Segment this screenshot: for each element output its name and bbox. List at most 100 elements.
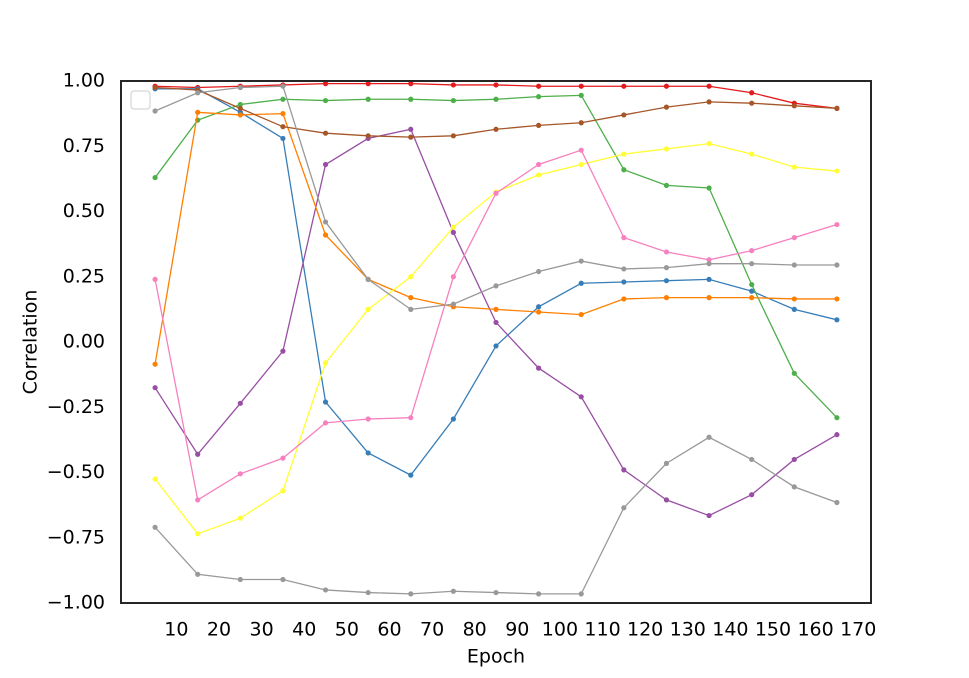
- y-tick-label: −0.25: [47, 396, 105, 418]
- point: [834, 221, 840, 228]
- x-tick-label: 50: [335, 619, 359, 641]
- x-tick-label: 10: [164, 619, 188, 641]
- point: [365, 589, 371, 596]
- point: [621, 279, 627, 285]
- point: [578, 120, 584, 126]
- point: [621, 266, 627, 272]
- point: [322, 232, 329, 238]
- point: [365, 96, 371, 102]
- y-tick-label: −0.75: [47, 526, 105, 548]
- point: [237, 101, 243, 108]
- point: [450, 224, 456, 230]
- point: [408, 96, 414, 102]
- point: [791, 262, 797, 268]
- point: [663, 249, 670, 255]
- y-axis-label: Correlation: [20, 290, 42, 395]
- point: [493, 589, 499, 596]
- point: [450, 229, 456, 235]
- series-line: [154, 142, 837, 535]
- point: [834, 105, 840, 112]
- point: [408, 591, 414, 597]
- x-tick-label: 110: [584, 619, 620, 641]
- point: [536, 172, 542, 178]
- point: [322, 420, 329, 426]
- point: [578, 83, 584, 89]
- point: [621, 296, 627, 302]
- point: [322, 399, 329, 405]
- point: [195, 90, 201, 96]
- point: [152, 84, 158, 91]
- x-tick-label: 140: [712, 619, 748, 641]
- point: [152, 361, 158, 367]
- point: [450, 301, 456, 307]
- point: [280, 348, 286, 354]
- series-line: [154, 149, 838, 501]
- y-tick-label: 0.50: [63, 200, 105, 222]
- point: [621, 467, 627, 473]
- point: [663, 265, 670, 271]
- legend: [130, 90, 151, 110]
- point: [237, 84, 243, 91]
- y-tick-label: −1.00: [47, 592, 105, 614]
- point: [834, 296, 840, 302]
- series-line: [154, 85, 837, 311]
- point: [280, 488, 286, 494]
- point: [237, 515, 243, 521]
- point: [791, 164, 797, 170]
- x-tick-label: 20: [207, 619, 231, 641]
- point: [408, 306, 414, 312]
- point: [706, 434, 712, 440]
- point: [536, 94, 542, 100]
- point: [706, 512, 712, 519]
- y-tick-label: 0.00: [63, 331, 105, 353]
- point: [536, 309, 542, 315]
- point: [791, 484, 797, 490]
- point: [834, 432, 840, 438]
- point: [493, 283, 499, 289]
- point: [322, 219, 329, 225]
- y-tick-label: 0.25: [63, 265, 105, 287]
- point: [663, 295, 670, 301]
- point: [365, 450, 371, 456]
- point: [663, 182, 670, 188]
- point: [834, 168, 840, 174]
- point: [749, 90, 755, 96]
- point: [536, 591, 542, 597]
- point: [365, 81, 371, 87]
- x-tick-label: 160: [797, 619, 833, 641]
- point: [706, 141, 712, 147]
- x-tick-label: 80: [463, 619, 487, 641]
- x-tick-label: 100: [542, 619, 578, 641]
- point: [578, 92, 584, 98]
- point: [706, 99, 712, 105]
- point: [408, 472, 414, 478]
- point: [322, 130, 329, 136]
- point: [195, 571, 201, 577]
- point: [621, 151, 627, 157]
- point: [578, 311, 584, 318]
- y-tick-label: 0.75: [63, 135, 105, 157]
- point: [536, 365, 542, 371]
- point: [791, 456, 797, 463]
- point: [578, 258, 584, 264]
- point: [195, 451, 201, 457]
- point: [578, 394, 584, 400]
- x-tick-label: 120: [627, 619, 663, 641]
- point: [706, 185, 712, 191]
- point: [706, 83, 712, 89]
- point: [578, 280, 584, 286]
- point: [749, 281, 755, 288]
- point: [749, 100, 755, 106]
- point: [663, 146, 670, 152]
- point: [450, 416, 456, 422]
- point: [408, 415, 414, 421]
- series-line: [154, 436, 838, 595]
- point: [536, 122, 542, 128]
- point: [621, 235, 627, 241]
- point: [450, 82, 456, 88]
- point: [152, 108, 158, 114]
- point: [791, 370, 797, 376]
- point: [663, 460, 670, 466]
